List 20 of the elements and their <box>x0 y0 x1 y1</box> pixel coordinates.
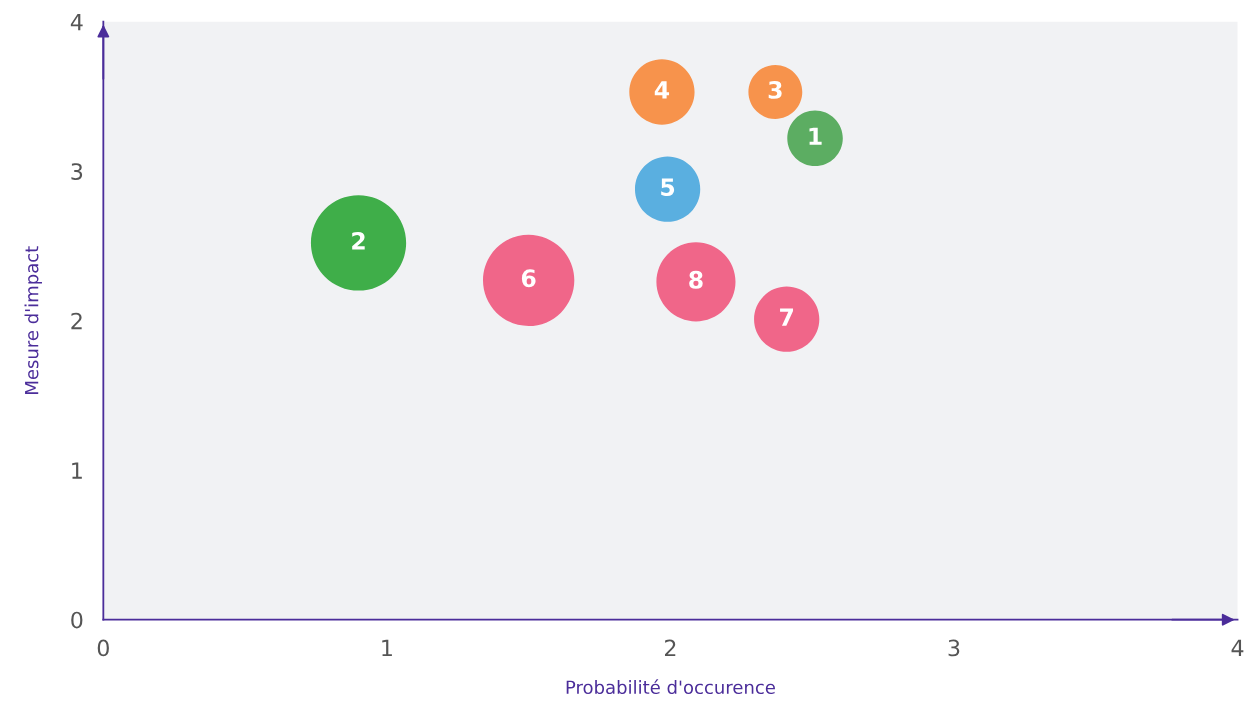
annotation: 6 <box>521 269 536 288</box>
x-axis-title: Probabilité d'occurence <box>566 679 775 695</box>
annotation: 4 <box>654 81 670 99</box>
y-tick-label: 1 <box>72 462 82 479</box>
annotation: 7 <box>780 308 794 326</box>
x-tick-label: 3 <box>948 639 960 657</box>
annotation: 5 <box>661 178 675 197</box>
y-tick-label: 2 <box>71 312 82 330</box>
x-tick-label: 0 <box>97 639 109 657</box>
x-tick-label: 4 <box>1231 639 1244 657</box>
y-tick-label: 4 <box>70 13 83 31</box>
annotation: 2 <box>352 231 365 250</box>
y-tick-label: 0 <box>71 611 83 629</box>
annotation: 8 <box>689 270 703 289</box>
x-tick-label: 2 <box>664 639 676 657</box>
x-tick-label: 1 <box>382 639 392 657</box>
y-tick-label: 3 <box>71 163 83 180</box>
annotation: 1 <box>809 127 822 145</box>
y-axis-title: Mesure d'impact <box>24 246 42 394</box>
annotation: 3 <box>768 80 782 99</box>
